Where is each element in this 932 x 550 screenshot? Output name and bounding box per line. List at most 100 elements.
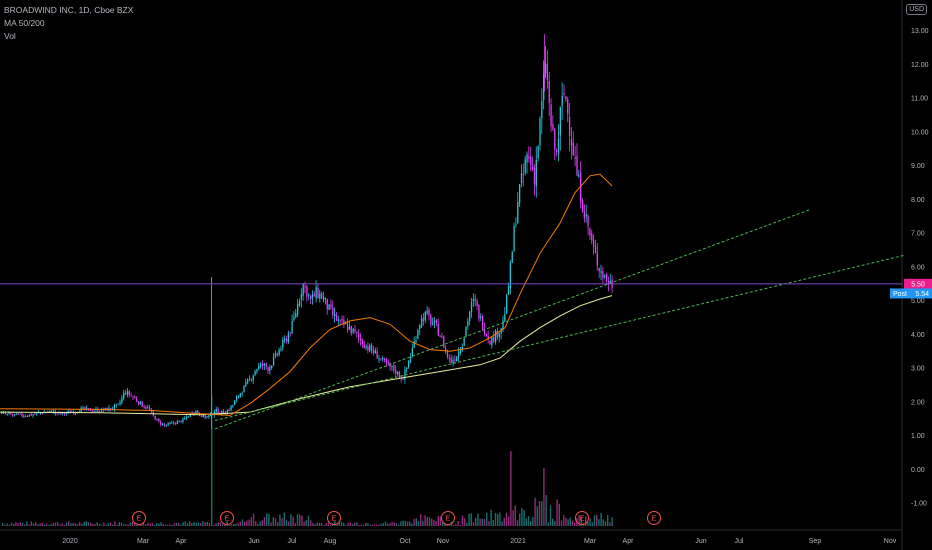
candle-body <box>530 156 532 165</box>
ma-indicator-label[interactable]: MA 50/200 <box>4 18 45 28</box>
candle-body <box>315 286 317 299</box>
candle-body <box>465 327 467 336</box>
volume-bar <box>35 522 37 526</box>
candle-body <box>248 378 251 380</box>
candle-body <box>346 323 349 331</box>
x-tick-label: Mar <box>584 538 597 545</box>
volume-bar <box>349 522 351 526</box>
volume-bar <box>175 522 178 526</box>
volume-bar <box>521 507 523 526</box>
volume-bar <box>389 523 391 526</box>
volume-bar <box>468 513 470 526</box>
volume-bar <box>8 524 10 526</box>
candle-body <box>526 154 528 163</box>
candle-body <box>321 293 323 299</box>
volume-bar <box>37 524 39 526</box>
volume-bar <box>558 503 560 526</box>
currency-badge[interactable]: USD <box>906 4 927 15</box>
candle-body <box>60 412 62 414</box>
volume-bar <box>246 520 248 526</box>
y-tick-label: 3.00 <box>911 366 925 373</box>
candle-body <box>476 301 478 306</box>
candle-body <box>237 396 240 398</box>
candle-body <box>593 240 595 247</box>
volume-bar <box>145 524 147 526</box>
volume-bar <box>343 522 345 526</box>
volume-bar <box>237 522 239 526</box>
volume-bar <box>585 516 587 526</box>
candle-body <box>241 392 243 395</box>
volume-bar <box>596 514 598 526</box>
candle-body <box>452 360 454 363</box>
candle-body <box>565 96 567 100</box>
candle-body <box>293 317 295 321</box>
volume-bar <box>136 523 138 526</box>
x-tick-label: Jun <box>695 538 706 545</box>
candle-body <box>171 422 173 424</box>
volume-bar <box>516 520 519 526</box>
volume-bar <box>477 513 479 526</box>
candle-body <box>154 415 156 420</box>
volume-bar <box>268 514 270 526</box>
volume-bar <box>32 523 35 526</box>
volume-bar <box>182 522 184 526</box>
volume-bar <box>195 522 197 526</box>
volume-bar <box>600 512 602 526</box>
volume-bar <box>76 523 79 526</box>
volume-bar <box>112 524 114 526</box>
candle-body <box>256 369 258 373</box>
earnings-marker-label: E <box>446 516 451 523</box>
candle-body <box>398 371 401 378</box>
candle-body <box>352 328 354 333</box>
candle-body <box>234 400 236 406</box>
volume-bar <box>52 523 54 526</box>
candle-body <box>454 359 456 361</box>
earnings-marker-label: E <box>652 516 657 523</box>
candle-body <box>367 346 369 350</box>
candle-body <box>485 333 487 337</box>
volume-bar <box>547 522 549 526</box>
volume-bar <box>230 524 233 526</box>
candle-body <box>341 318 343 321</box>
candle-body <box>224 413 227 415</box>
x-tick-label: Aug <box>324 538 337 545</box>
volume-indicator-label[interactable]: Vol <box>4 31 16 41</box>
volume-bar <box>204 522 206 526</box>
candle-body <box>448 357 450 359</box>
volume-bar <box>314 524 316 526</box>
candle-body <box>489 341 491 345</box>
volume-bar <box>488 521 490 526</box>
candle-body <box>596 252 598 266</box>
volume-bar <box>525 518 527 526</box>
candle-body <box>132 396 134 398</box>
candle-body <box>356 331 358 334</box>
x-tick-label: Apr <box>176 538 188 545</box>
candle-body <box>110 407 112 410</box>
volume-bar <box>92 523 94 526</box>
volume-bar <box>43 524 46 526</box>
candle-body <box>322 297 325 300</box>
volume-bar <box>208 522 211 526</box>
candle-body <box>15 413 18 415</box>
candle-body <box>533 168 536 185</box>
symbol-label[interactable]: BROADWIND INC, 1D, Cboe BZX <box>4 5 134 15</box>
volume-bar <box>279 514 281 526</box>
candle-body <box>313 294 315 297</box>
volume-bar <box>376 524 378 526</box>
volume-bar <box>560 520 563 526</box>
volume-bar <box>464 518 466 526</box>
candle-body <box>387 362 389 364</box>
candle-body <box>459 349 462 353</box>
candle-body <box>32 414 34 416</box>
volume-bar <box>98 523 101 526</box>
candle-body <box>139 401 142 405</box>
candle-body <box>221 410 223 414</box>
volume-bar <box>395 523 398 526</box>
volume-bar <box>378 524 380 526</box>
volume-bar <box>433 520 435 526</box>
volume-bar <box>310 520 312 526</box>
volume-bar <box>241 519 244 526</box>
y-tick-label: 6.00 <box>911 264 925 271</box>
candle-body <box>300 294 302 300</box>
